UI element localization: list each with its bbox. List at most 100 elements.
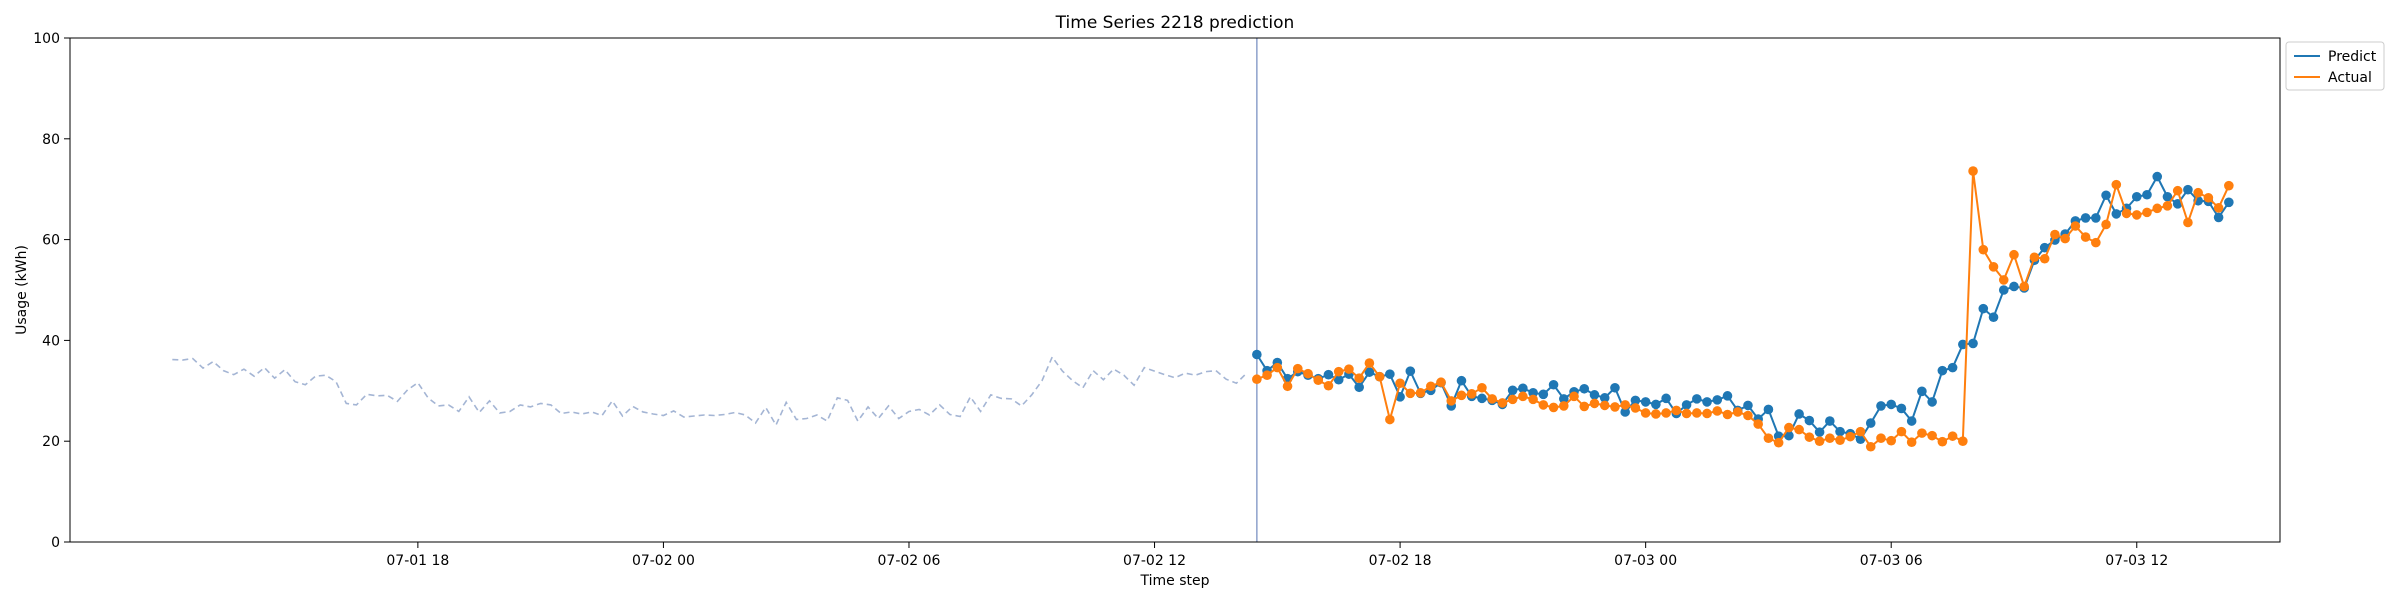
predict-point (1917, 386, 1927, 397)
actual-point (1906, 437, 1917, 448)
predict-point (1364, 367, 1375, 377)
predict-point (1998, 285, 2009, 295)
actual-point (1886, 435, 1897, 446)
x-tick-label: 07-03 06 (1860, 553, 1923, 569)
predict-point (1784, 430, 1794, 441)
predict-point (1804, 415, 1815, 426)
predict-point (1835, 426, 1845, 437)
predict-point (1794, 409, 1804, 419)
actual-point (2193, 187, 2203, 198)
actual-point (1456, 390, 1467, 401)
actual-point (1405, 388, 1416, 399)
predict-point (2009, 281, 2019, 292)
actual-point (1773, 437, 1784, 448)
predict-point (1323, 369, 1334, 380)
actual-point (1937, 436, 1948, 447)
predict-point (1518, 383, 1528, 394)
predict-point (1876, 401, 1886, 411)
predict-point (1385, 369, 1395, 379)
y-axis: 0 20 40 60 80 100 (33, 31, 70, 551)
actual-point (1364, 358, 1375, 368)
predict-point (1333, 374, 1344, 385)
actual-point (1814, 436, 1825, 447)
actual-point (1784, 422, 1794, 433)
actual-point (1395, 378, 1405, 389)
predict-point (1538, 389, 1549, 400)
predict-point (1958, 339, 1968, 350)
actual-point (1579, 401, 1590, 412)
actual-point (1344, 364, 1354, 374)
actual-point (1620, 400, 1630, 410)
predict-point (1252, 349, 1262, 360)
predict-point (1651, 399, 1661, 410)
predict-point (1599, 393, 1610, 403)
actual-point (1794, 424, 1804, 435)
actual-point (1958, 436, 1968, 447)
predict-point (1937, 365, 1948, 376)
actual-point (1558, 401, 1569, 411)
series-line-history (172, 355, 1248, 427)
predict-point (2131, 191, 2142, 202)
actual-point (1252, 374, 1262, 385)
x-tick-label: 07-01 18 (386, 553, 449, 569)
actual-point (1825, 433, 1835, 443)
x-tick-label: 07-03 12 (2105, 553, 2168, 569)
actual-point (1262, 370, 1272, 380)
actual-point (1876, 433, 1886, 443)
actual-point (1518, 391, 1528, 402)
predict-point (2101, 190, 2111, 201)
x-tick-label: 07-02 00 (632, 553, 695, 569)
predict-point (2213, 212, 2224, 223)
y-tick-label: 20 (42, 434, 60, 450)
predict-point (1743, 400, 1753, 411)
actual-point (1753, 419, 1763, 429)
predict-point (1620, 407, 1630, 417)
actual-point (1743, 410, 1753, 421)
actual-point (1487, 394, 1497, 404)
x-tick-label: 07-02 06 (878, 553, 941, 569)
actual-point (1589, 398, 1600, 409)
actual-point (1477, 382, 1487, 393)
actual-point (1497, 398, 1508, 408)
predict-point (1814, 427, 1825, 437)
legend-label-predict: Predict (2328, 49, 2377, 65)
actual-point (2101, 219, 2111, 230)
actual-point (1425, 381, 1436, 392)
actual-point (1712, 406, 1723, 416)
y-tick-label: 60 (42, 233, 60, 249)
predict-point (2091, 213, 2101, 223)
predict-point (1865, 418, 1876, 428)
x-axis: 07-01 18 07-02 00 07-02 06 07-02 12 07-02 18… (386, 542, 2168, 569)
actual-point (1927, 430, 1937, 441)
predict-point (2152, 171, 2163, 182)
actual-point (2039, 253, 2050, 264)
actual-point (2213, 203, 2224, 213)
actual-point (1978, 244, 1989, 255)
predict-point (1702, 397, 1712, 407)
actual-point (2029, 252, 2040, 263)
actual-point (1569, 391, 1579, 402)
actual-point (1835, 435, 1845, 445)
actual-point (1282, 381, 1293, 392)
y-tick-label: 100 (33, 31, 60, 47)
predict-point (1681, 400, 1692, 410)
actual-point (1323, 380, 1334, 391)
actual-point (1732, 407, 1743, 417)
actual-point (1272, 362, 1283, 373)
actual-point (2121, 208, 2132, 219)
actual-point (1333, 366, 1344, 377)
predict-point (1988, 312, 1999, 323)
actual-point (2019, 281, 2030, 292)
actual-point (1507, 394, 1518, 405)
legend-label-actual: Actual (2328, 70, 2372, 86)
actual-point (2009, 249, 2019, 260)
actual-point (1855, 426, 1866, 437)
predict-point (1661, 393, 1671, 404)
actual-point (1896, 426, 1907, 437)
predict-point (1896, 403, 1907, 414)
predict-point (2111, 209, 2122, 219)
actual-point (1313, 375, 1324, 386)
series-line-actual (1256, 170, 2230, 449)
actual-point (1998, 275, 2009, 285)
